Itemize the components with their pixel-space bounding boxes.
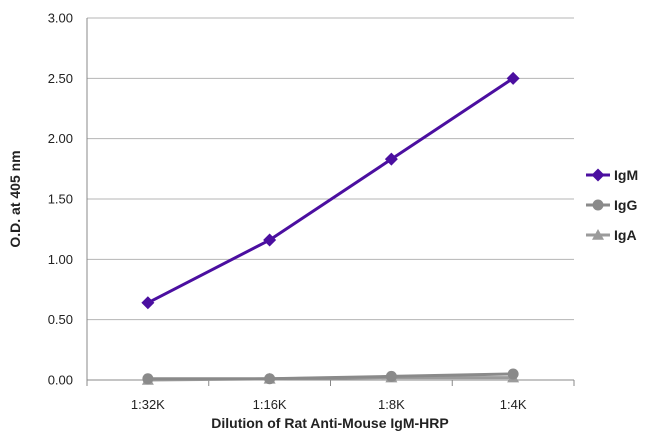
y-tick-label: 2.00 — [48, 131, 73, 146]
y-tick-label: 2.50 — [48, 71, 73, 86]
legend-marker — [592, 229, 604, 240]
legend-item-iga: IgA — [586, 227, 637, 243]
series-line — [147, 372, 514, 381]
data-point — [142, 373, 154, 385]
legend-label: IgG — [614, 197, 637, 213]
y-tick-label: 0.50 — [48, 312, 73, 327]
series-igg — [142, 368, 519, 385]
y-tick-label: 1.50 — [48, 192, 73, 207]
legend-marker — [592, 199, 604, 211]
data-point — [506, 71, 520, 85]
legend-label: IgA — [614, 227, 637, 243]
legend-label: IgM — [614, 167, 638, 183]
data-point — [384, 152, 398, 166]
y-axis-title: O.D. at 405 nm — [7, 150, 23, 247]
legend-marker — [591, 168, 605, 182]
legend-item-igg: IgG — [586, 197, 637, 213]
data-point — [507, 368, 519, 380]
x-axis-title: Dilution of Rat Anti-Mouse IgM-HRP — [211, 415, 448, 431]
data-point — [385, 370, 397, 382]
x-tick-label: 1:32K — [131, 397, 165, 412]
series-igm — [141, 71, 520, 310]
x-tick-label: 1:8K — [378, 397, 405, 412]
series-lines — [141, 71, 520, 385]
gridlines — [87, 17, 574, 321]
data-point — [141, 296, 155, 310]
data-point — [264, 373, 276, 385]
x-tick-label: 1:4K — [500, 397, 527, 412]
y-tick-labels: 0.00 0.50 1.00 1.50 2.00 2.50 3.00 — [48, 11, 73, 388]
legend: IgM IgG IgA — [586, 167, 638, 243]
series-line — [147, 77, 514, 305]
data-point — [263, 233, 277, 247]
x-tick-labels: 1:32K 1:16K 1:8K 1:4K — [86, 380, 575, 412]
y-tick-label: 1.00 — [48, 252, 73, 267]
legend-item-igm: IgM — [586, 167, 638, 183]
y-tick-label: 0.00 — [48, 373, 73, 388]
x-tick-label: 1:16K — [253, 397, 287, 412]
y-tick-label: 3.00 — [48, 11, 73, 26]
